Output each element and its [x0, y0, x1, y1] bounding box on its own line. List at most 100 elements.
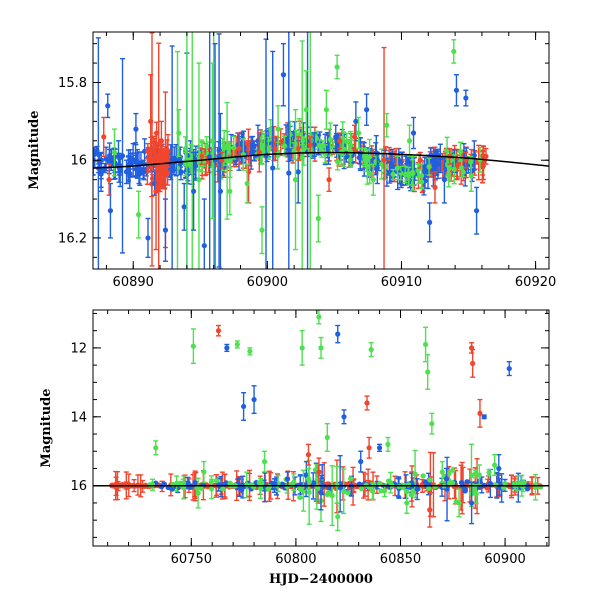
top-green-spike-point — [299, 154, 305, 161]
bottom-green-point — [208, 479, 215, 485]
top-red-data-point — [106, 177, 112, 183]
bottom-green-point — [400, 483, 406, 490]
top-green-point — [281, 143, 288, 149]
bottom-green-data-point — [305, 476, 312, 482]
top-blue-data-point — [295, 169, 301, 175]
bottom-green-point — [348, 476, 354, 482]
top-green-spike-point — [224, 158, 230, 164]
top-blue-point — [107, 152, 113, 159]
top-blue-series — [98, 42, 480, 269]
top-green-point — [426, 164, 432, 170]
bottom-green-data-point — [492, 462, 498, 468]
top-green-data-point — [303, 107, 309, 113]
bottom-green-data-point — [234, 341, 240, 348]
bottom-blue-data-point — [224, 345, 230, 351]
top-green-point — [231, 145, 237, 151]
bottom-green-point — [502, 480, 508, 487]
top-red-point — [480, 164, 486, 170]
bottom-green-point — [248, 482, 255, 488]
top-green-data-point — [451, 48, 457, 55]
bottom-green-series — [153, 310, 525, 532]
top-green-point — [410, 170, 416, 176]
bottom-blue-data-point — [376, 445, 383, 451]
top-green-data-point — [334, 64, 340, 70]
top-blue-data-point — [410, 130, 417, 136]
bottom-green-data-point — [335, 514, 341, 520]
top-red-data-point — [148, 118, 154, 124]
top-y-tick-label: 15.8 — [58, 76, 87, 91]
top-x-tick-label: 60890 — [113, 275, 154, 290]
bottom-green-point — [446, 471, 452, 477]
bottom-green-point — [220, 486, 226, 492]
bottom-x-tick-label: 60900 — [484, 552, 525, 567]
top-blue-data-point — [311, 142, 317, 148]
bottom-ticks: 60750 60800 60850 60900 12 14 16 — [70, 310, 549, 567]
top-blue-spike-point — [286, 170, 292, 176]
bottom-green-point — [341, 488, 347, 494]
bottom-red-data-point — [427, 507, 433, 513]
top-green-point — [457, 149, 464, 155]
top-blue-data-point — [280, 72, 287, 78]
bottom-green-point — [377, 480, 383, 487]
bottom-red-series — [215, 324, 483, 528]
bottom-y-axis-title: Magnitude — [39, 388, 54, 467]
bottom-blue-data-point — [414, 486, 420, 492]
top-green-point — [458, 165, 465, 171]
bottom-green-data-point — [153, 445, 159, 451]
bottom-blue-point — [462, 488, 468, 494]
top-green-data-point — [315, 215, 321, 222]
top-blue-data-point — [115, 153, 122, 159]
top-red-data-point — [351, 134, 358, 140]
bottom-green-point — [194, 485, 200, 492]
top-green-point — [316, 143, 323, 149]
bottom-green-point — [472, 471, 478, 477]
bottom-green-point — [420, 473, 426, 479]
bottom-green-data-point — [456, 500, 462, 506]
bottom-blue-point — [192, 479, 198, 486]
top-blue-point — [421, 167, 427, 173]
bottom-green-data-point — [247, 348, 253, 354]
top-blue-data-point — [364, 107, 370, 113]
top-y-axis-title: Magnitude — [27, 110, 42, 189]
top-red-data-point — [326, 177, 332, 183]
top-blue-data-point — [217, 188, 224, 194]
bottom-green-point — [195, 490, 201, 496]
bottom-red-data-point — [316, 469, 322, 475]
top-x-tick-label: 60910 — [381, 275, 422, 290]
bottom-green-data-point — [425, 369, 431, 375]
bottom-blue-data-point — [358, 458, 364, 465]
bottom-green-point — [446, 480, 452, 486]
bottom-y-tick-label: 14 — [70, 410, 87, 425]
bottom-blue-series — [224, 324, 512, 525]
bottom-green-data-point — [439, 469, 445, 475]
top-green-point — [334, 159, 341, 165]
top-blue-point — [471, 152, 477, 159]
top-green-data-point — [259, 227, 265, 233]
bottom-blue-data-point — [284, 476, 291, 482]
top-red-data-point — [158, 138, 164, 144]
bottom-x-tick-label: 60800 — [275, 552, 316, 567]
bottom-green-point — [378, 488, 384, 494]
top-green-data-point — [468, 173, 474, 179]
top-y-tick-label: 16 — [70, 154, 87, 169]
top-blue-data-point — [441, 177, 447, 183]
top-green-data-point — [244, 180, 250, 187]
top-green-point — [366, 154, 373, 160]
bottom-red-data-point — [470, 360, 476, 367]
top-red-data-point — [256, 149, 262, 156]
bottom-green-data-point — [429, 421, 435, 427]
bottom-panel: 60750 60800 60850 60900 12 14 16 Magnitude HJD… — [39, 309, 550, 587]
bottom-green-point — [386, 478, 392, 484]
bottom-green-point — [476, 472, 482, 478]
top-blue-data-point — [145, 235, 151, 241]
top-red-data-point — [295, 145, 301, 152]
bottom-green-data-point — [261, 458, 268, 465]
top-green-data-point — [111, 149, 118, 156]
bottom-green-point — [324, 491, 330, 498]
top-green-data-point — [323, 107, 329, 113]
bottom-red-data-point — [305, 452, 312, 458]
top-x-tick-label: 60920 — [515, 275, 556, 290]
bottom-green-point — [471, 486, 477, 492]
top-blue-data-point — [270, 165, 276, 171]
